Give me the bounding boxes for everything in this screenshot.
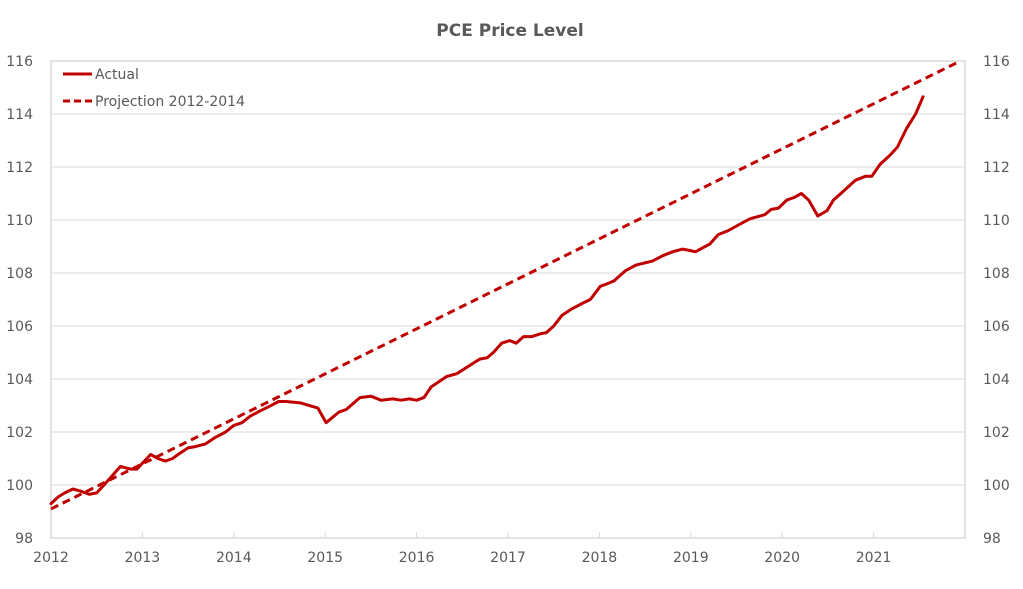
y-tick-label-right-108: 108 xyxy=(983,266,1010,282)
legend-label-projection: Projection 2012-2014 xyxy=(95,94,245,110)
x-tick-label-2014: 2014 xyxy=(216,550,252,566)
y-tick-label-left-98: 98 xyxy=(15,531,33,547)
x-tick-label-2012: 2012 xyxy=(33,550,69,566)
x-tick-label-2021: 2021 xyxy=(856,550,892,566)
legend-label-actual: Actual xyxy=(95,67,139,83)
x-tick-label-2020: 2020 xyxy=(764,550,800,566)
y-tick-label-left-114: 114 xyxy=(6,107,33,123)
x-tick-label-2016: 2016 xyxy=(399,550,435,566)
y-tick-label-right-112: 112 xyxy=(983,160,1010,176)
series-line-actual xyxy=(49,95,925,506)
x-tick-label-2015: 2015 xyxy=(307,550,343,566)
y-tick-label-right-100: 100 xyxy=(983,478,1010,494)
series xyxy=(49,59,962,511)
y-tick-label-right-116: 116 xyxy=(983,54,1010,70)
x-tick-label-2018: 2018 xyxy=(582,550,618,566)
y-tick-label-left-110: 110 xyxy=(6,213,33,229)
series-line-projection xyxy=(50,59,962,511)
legend: Actual Projection 2012-2014 xyxy=(63,67,245,110)
chart-title: PCE Price Level xyxy=(436,21,583,41)
x-tick-label-2017: 2017 xyxy=(490,550,526,566)
y-tick-label-left-112: 112 xyxy=(6,160,33,176)
y-tick-label-right-98: 98 xyxy=(983,531,1001,547)
axes: 98 98 100 100 102 102 104 104 106 106 108 108 110 110… xyxy=(6,54,1010,566)
y-tick-label-left-102: 102 xyxy=(6,425,33,441)
y-tick-label-right-104: 104 xyxy=(983,372,1010,388)
x-tick-label-2019: 2019 xyxy=(673,550,709,566)
y-tick-label-right-106: 106 xyxy=(983,319,1010,335)
y-tick-label-right-114: 114 xyxy=(983,107,1010,123)
y-tick-label-right-102: 102 xyxy=(983,425,1010,441)
y-tick-label-left-108: 108 xyxy=(6,266,33,282)
x-tick-label-2013: 2013 xyxy=(125,550,161,566)
y-tick-label-left-106: 106 xyxy=(6,319,33,335)
y-tick-label-left-100: 100 xyxy=(6,478,33,494)
plot-area-frame xyxy=(50,60,966,539)
y-tick-label-right-110: 110 xyxy=(983,213,1010,229)
y-tick-label-left-116: 116 xyxy=(6,54,33,70)
y-tick-label-left-104: 104 xyxy=(6,372,33,388)
gridlines xyxy=(51,113,965,486)
